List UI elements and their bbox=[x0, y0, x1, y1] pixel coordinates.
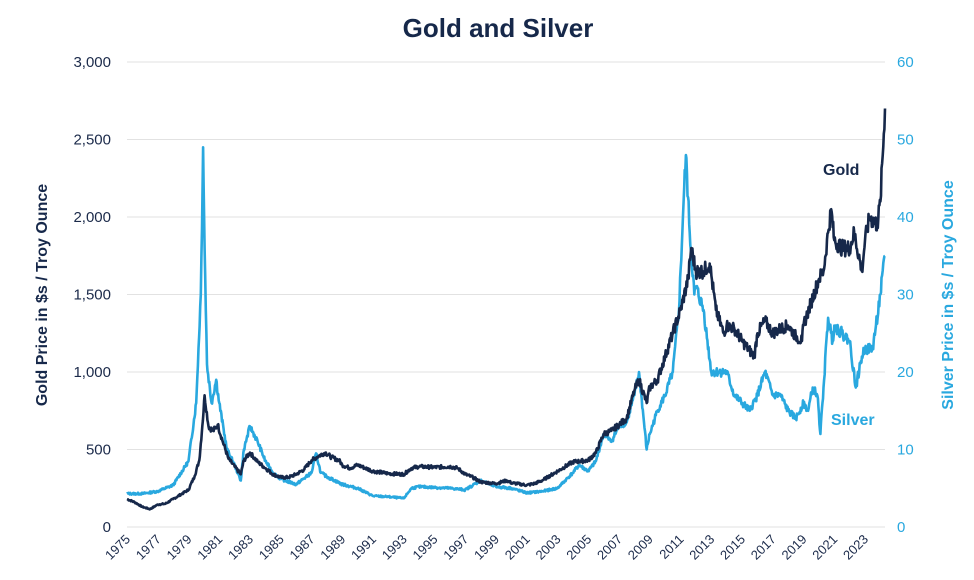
y-tick-label: 1,500 bbox=[73, 287, 111, 304]
x-tick-label: 2021 bbox=[809, 532, 840, 563]
x-tick-label: 1977 bbox=[133, 532, 164, 563]
x-tick-label: 1983 bbox=[225, 532, 256, 563]
x-tick-label: 2007 bbox=[594, 532, 625, 563]
y-axis-left-ticks: 0 500 1,000 1,500 2,000 2,500 3,000 bbox=[73, 54, 111, 536]
x-tick-label: 1981 bbox=[194, 532, 225, 563]
y-tick-label: 500 bbox=[86, 442, 111, 459]
y2-tick-label: 40 bbox=[897, 209, 914, 226]
y-tick-label: 3,000 bbox=[73, 54, 111, 71]
x-tick-label: 2003 bbox=[533, 532, 564, 563]
gold-series-label: Gold bbox=[823, 162, 859, 179]
y2-tick-label: 0 bbox=[897, 519, 905, 536]
y2-tick-label: 30 bbox=[897, 287, 914, 304]
x-tick-label: 2011 bbox=[656, 532, 686, 562]
y2-tick-label: 10 bbox=[897, 442, 914, 459]
y2-tick-label: 60 bbox=[897, 54, 914, 71]
x-tick-label: 2015 bbox=[717, 532, 748, 563]
x-tick-label: 2009 bbox=[625, 532, 656, 563]
x-tick-label: 2017 bbox=[748, 532, 779, 563]
y-tick-label: 2,000 bbox=[73, 209, 111, 226]
x-tick-label: 1979 bbox=[164, 532, 195, 563]
x-tick-label: 1989 bbox=[317, 532, 348, 563]
y2-tick-label: 50 bbox=[897, 132, 914, 149]
x-tick-label: 1993 bbox=[379, 532, 410, 563]
x-tick-label: 1991 bbox=[348, 532, 379, 563]
x-tick-label: 2013 bbox=[686, 532, 717, 563]
y-tick-label: 1,000 bbox=[73, 364, 111, 381]
x-tick-label: 1997 bbox=[440, 532, 471, 563]
x-tick-label: 2001 bbox=[502, 532, 533, 563]
x-tick-label: 2005 bbox=[563, 532, 594, 563]
x-axis-ticks: 1975 1977 1979 1981 1983 1985 1987 1989 1991 1993… bbox=[102, 532, 871, 563]
x-tick-label: 1987 bbox=[287, 532, 318, 563]
y-axis-left-label: Gold Price in $s / Troy Ounce bbox=[34, 184, 51, 406]
x-tick-label: 1999 bbox=[471, 532, 502, 563]
silver-series-label: Silver bbox=[831, 412, 875, 429]
x-tick-label: 1985 bbox=[256, 532, 287, 563]
y-axis-right-ticks: 0 10 20 30 40 50 60 bbox=[897, 54, 914, 536]
chart-title: Gold and Silver bbox=[403, 13, 594, 43]
x-tick-label: 1995 bbox=[410, 532, 441, 563]
x-tick-label: 1975 bbox=[102, 532, 133, 563]
silver-series-line bbox=[126, 146, 886, 500]
x-tick-label: 2023 bbox=[840, 532, 871, 563]
y-tick-label: 2,500 bbox=[73, 132, 111, 149]
gold-series-line bbox=[126, 108, 887, 511]
y2-tick-label: 20 bbox=[897, 364, 914, 381]
y-axis-right-label: Silver Price in $s / Troy Ounce bbox=[940, 180, 957, 410]
series-lines bbox=[126, 108, 887, 511]
x-tick-label: 2019 bbox=[779, 532, 810, 563]
y-tick-label: 0 bbox=[103, 519, 111, 536]
grid-lines bbox=[127, 61, 885, 528]
